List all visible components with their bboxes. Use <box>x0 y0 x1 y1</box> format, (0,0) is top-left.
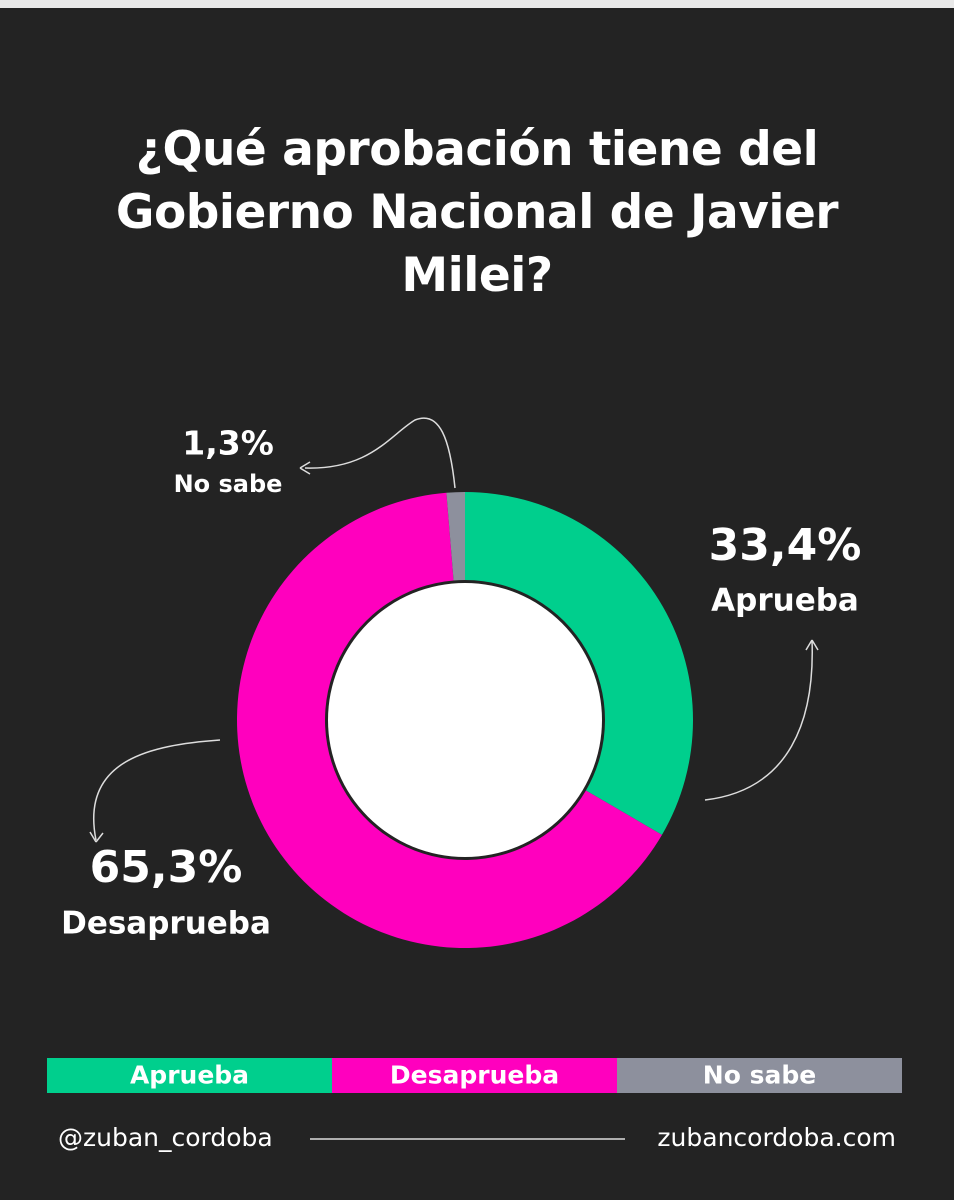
slice <box>237 492 662 948</box>
slice <box>465 492 693 835</box>
legend-label: No sabe <box>703 1061 816 1090</box>
slice-label: No sabe <box>174 470 283 498</box>
arrow-head <box>299 461 311 475</box>
top-strip <box>0 0 954 8</box>
legend-label: Desaprueba <box>390 1061 559 1090</box>
legend-swatch <box>617 1058 902 1093</box>
legend-label: Aprueba <box>130 1061 249 1090</box>
value-label: 1,3% <box>182 424 274 463</box>
arrow-head <box>805 639 819 651</box>
arrow <box>704 639 813 801</box>
slice-label: Desaprueba <box>61 906 271 942</box>
value-label: 65,3% <box>90 842 243 893</box>
arrow <box>304 417 456 489</box>
legend-swatch <box>47 1058 332 1093</box>
footer-website: zubancordoba.com <box>657 1123 896 1152</box>
slice-label: Aprueba <box>711 583 859 619</box>
arrows <box>89 417 819 843</box>
footer-handle: @zuban_cordoba <box>58 1123 273 1152</box>
value-label: 33,4% <box>709 520 862 571</box>
legend-swatch <box>332 1058 617 1093</box>
slice <box>446 492 465 581</box>
center-photo <box>328 583 602 857</box>
chart-title: ¿Qué aprobación tiene del Gobierno Nacio… <box>115 122 839 303</box>
arrow-head <box>89 831 104 843</box>
arrow <box>93 739 221 841</box>
